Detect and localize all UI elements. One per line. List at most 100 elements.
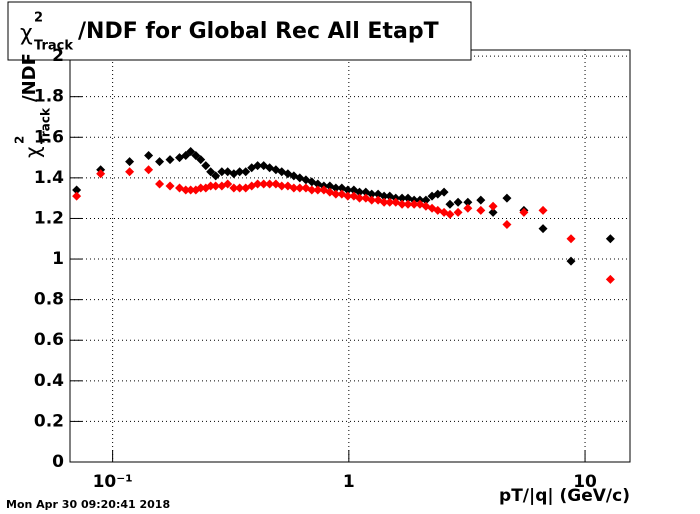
y-tick-label: 2 <box>52 46 64 66</box>
title-box <box>7 1 472 61</box>
marker <box>196 155 206 165</box>
marker <box>96 169 106 179</box>
marker <box>439 187 449 197</box>
marker <box>445 209 455 219</box>
marker <box>307 185 317 195</box>
y-tick-label: 1.4 <box>34 168 64 188</box>
marker <box>235 183 245 193</box>
marker <box>367 195 377 205</box>
marker <box>125 167 135 177</box>
marker <box>367 189 377 199</box>
y-tick-label: 1.2 <box>34 208 64 228</box>
marker <box>385 197 395 207</box>
marker <box>488 201 498 211</box>
y-tick-label: 1.6 <box>34 127 64 147</box>
y-tick-label: 0.6 <box>34 330 64 350</box>
marker <box>186 146 196 156</box>
title-sub: Track <box>34 39 73 54</box>
marker <box>343 191 353 201</box>
marker <box>259 179 269 189</box>
y-label-symbol: χ <box>21 146 45 158</box>
y-label-sub: Track <box>39 107 53 144</box>
marker <box>343 185 353 195</box>
marker <box>355 193 365 203</box>
marker <box>265 179 275 189</box>
y-label-sup: 2 <box>13 136 27 144</box>
marker <box>211 171 221 181</box>
marker <box>144 151 154 161</box>
marker <box>355 187 365 197</box>
marker <box>403 199 413 209</box>
marker <box>566 256 576 266</box>
marker <box>295 183 305 193</box>
marker <box>72 185 82 195</box>
marker <box>409 199 419 209</box>
marker <box>229 183 239 193</box>
marker <box>502 220 512 230</box>
marker <box>453 197 463 207</box>
marker <box>186 185 196 195</box>
marker <box>313 185 323 195</box>
y-tick-label: 0 <box>52 452 64 472</box>
x-tick-label: 1 <box>343 472 355 492</box>
marker <box>538 205 548 215</box>
title-text: /NDF for Global Rec All EtapT <box>78 19 439 44</box>
marker <box>165 181 175 191</box>
x-tick-label: 10⁻¹ <box>93 472 133 492</box>
marker <box>206 167 216 177</box>
marker <box>488 207 498 217</box>
marker <box>538 224 548 234</box>
marker <box>155 157 165 167</box>
marker <box>165 155 175 165</box>
marker <box>463 197 473 207</box>
y-tick-label: 1.8 <box>34 87 64 107</box>
marker <box>235 167 245 177</box>
marker <box>379 197 389 207</box>
marker <box>217 167 227 177</box>
marker <box>253 179 263 189</box>
marker <box>155 179 165 189</box>
marker <box>241 167 251 177</box>
marker <box>605 274 615 284</box>
marker <box>277 181 287 191</box>
marker <box>331 189 341 199</box>
marker <box>125 157 135 167</box>
y-tick-label: 0.4 <box>34 371 64 391</box>
marker <box>206 181 216 191</box>
marker <box>72 191 82 201</box>
marker <box>502 193 512 203</box>
y-label: χ 2 Track /NDF <box>13 53 53 158</box>
y-tick-label: 1 <box>52 249 64 269</box>
marker <box>476 205 486 215</box>
marker <box>379 191 389 201</box>
marker <box>566 234 576 244</box>
marker <box>144 165 154 175</box>
title-symbol: χ <box>20 21 33 46</box>
marker <box>463 203 473 213</box>
y-tick-label: 0.8 <box>34 290 64 310</box>
marker <box>201 161 211 171</box>
marker <box>181 185 191 195</box>
x-label: pT/|q| (GeV/c) <box>499 486 630 506</box>
marker <box>283 169 293 179</box>
marker <box>211 181 221 191</box>
marker <box>397 199 407 209</box>
marker <box>453 207 463 217</box>
marker <box>253 161 263 171</box>
marker <box>421 195 431 205</box>
y-tick-label: 0.2 <box>34 411 64 431</box>
marker <box>445 199 455 209</box>
x-tick-label: 10 <box>573 472 597 492</box>
marker <box>476 195 486 205</box>
marker <box>605 234 615 244</box>
marker <box>397 193 407 203</box>
marker <box>289 183 299 193</box>
marker <box>196 183 206 193</box>
marker <box>223 179 233 189</box>
title-sup: 2 <box>34 11 43 26</box>
timestamp: Mon Apr 30 09:20:41 2018 <box>6 498 170 511</box>
marker <box>519 207 529 217</box>
marker <box>331 183 341 193</box>
